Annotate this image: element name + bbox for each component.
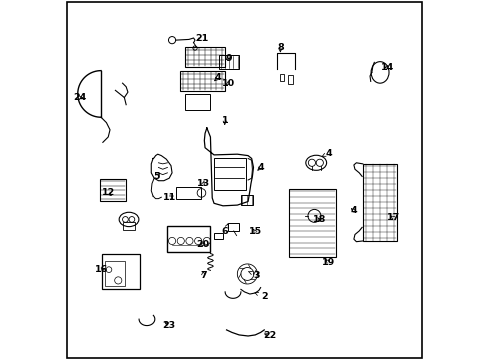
Text: 15: 15 <box>248 228 261 237</box>
Bar <box>122 222 135 230</box>
Bar <box>362 164 396 241</box>
Text: 3: 3 <box>248 270 260 279</box>
Text: 24: 24 <box>73 93 86 102</box>
Text: 21: 21 <box>194 34 208 43</box>
Bar <box>228 223 239 231</box>
Text: 13: 13 <box>196 179 209 188</box>
Text: 14: 14 <box>381 63 394 72</box>
Bar <box>176 187 201 199</box>
Text: 12: 12 <box>102 188 115 197</box>
Bar <box>241 195 253 205</box>
Bar <box>105 261 125 286</box>
Text: 4: 4 <box>214 73 221 82</box>
Bar <box>219 55 239 69</box>
Text: 16: 16 <box>94 265 107 274</box>
Text: 8: 8 <box>276 43 283 52</box>
Text: 9: 9 <box>224 54 231 63</box>
Bar <box>214 158 245 190</box>
Text: 17: 17 <box>386 213 399 222</box>
Bar <box>100 179 126 201</box>
Text: 4: 4 <box>257 163 264 172</box>
Text: 19: 19 <box>322 258 335 267</box>
Bar <box>214 233 223 239</box>
Bar <box>167 226 210 252</box>
Text: 4: 4 <box>350 206 356 215</box>
Bar <box>289 189 335 257</box>
Text: 11: 11 <box>162 193 176 202</box>
Text: 6: 6 <box>221 224 228 237</box>
Bar <box>102 254 140 289</box>
Text: 10: 10 <box>222 79 234 88</box>
Bar <box>279 74 284 81</box>
Text: 1: 1 <box>221 116 227 125</box>
Text: 18: 18 <box>312 215 326 224</box>
Text: 20: 20 <box>196 240 209 249</box>
Bar <box>287 75 292 84</box>
Bar <box>185 47 224 67</box>
Text: 7: 7 <box>200 270 206 279</box>
Text: 4: 4 <box>322 149 331 158</box>
Bar <box>180 71 224 91</box>
Text: 22: 22 <box>263 332 276 341</box>
Text: 2: 2 <box>254 292 267 301</box>
Text: 23: 23 <box>163 321 175 330</box>
Bar <box>185 94 210 110</box>
Text: 5: 5 <box>153 172 160 181</box>
